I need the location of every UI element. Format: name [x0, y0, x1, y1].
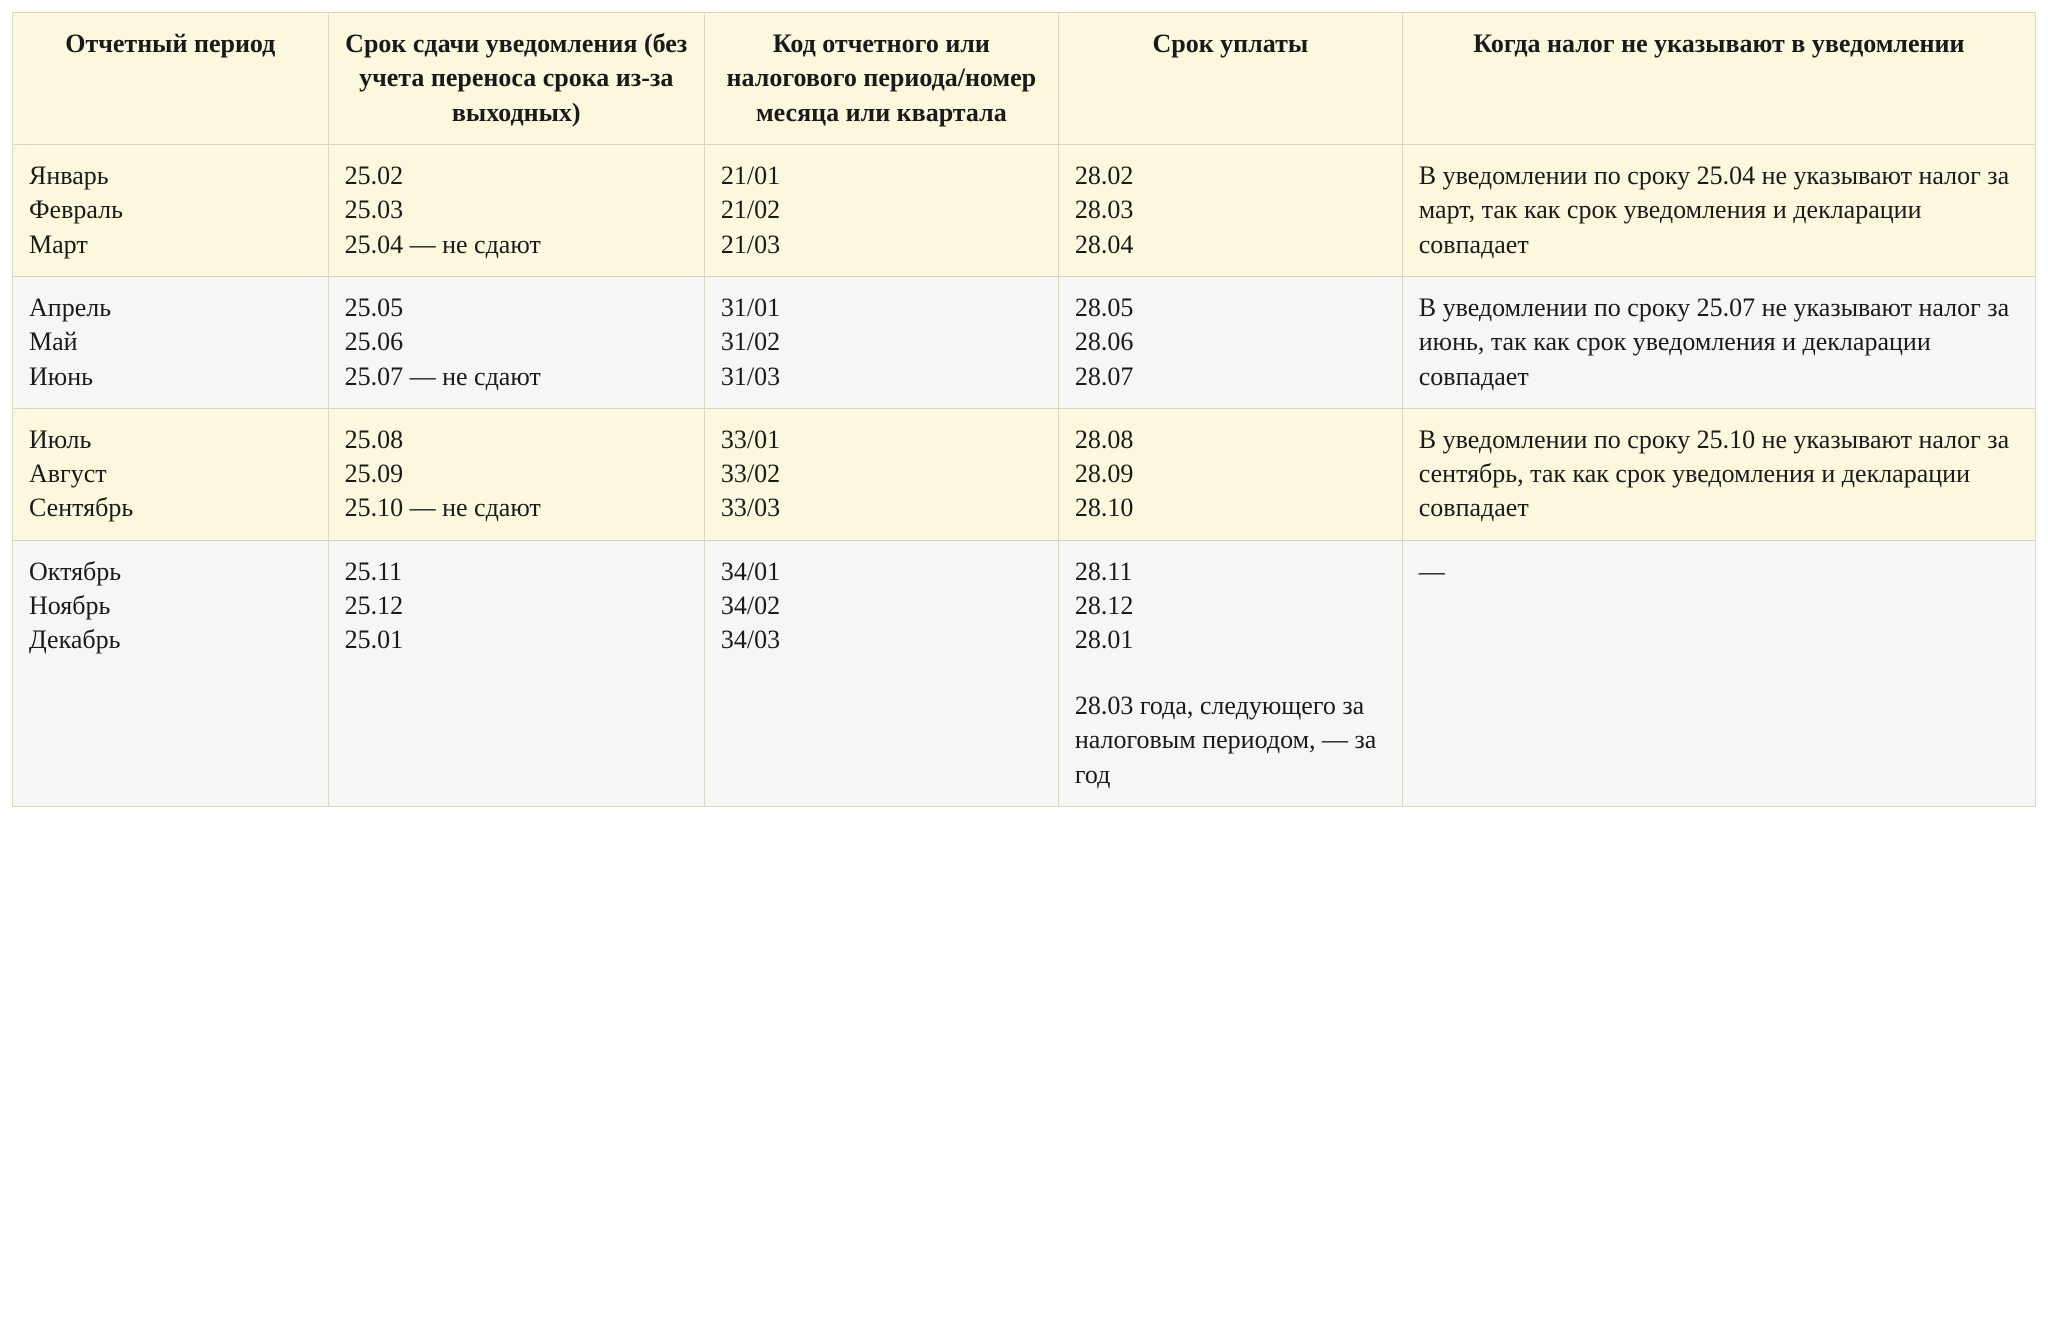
cell-line: Февраль	[29, 193, 312, 227]
cell-line: 25.01	[345, 623, 688, 657]
cell-line: 25.04 — не сдают	[345, 228, 688, 262]
cell-line: Сентябрь	[29, 491, 312, 525]
table-row: ИюльАвгустСентябрь25.0825.0925.10 — не с…	[13, 408, 2036, 540]
cell-deadline: 25.0825.0925.10 — не сдают	[328, 408, 704, 540]
cell-line: Июнь	[29, 360, 312, 394]
cell-period: ОктябрьНоябрьДекабрь	[13, 540, 329, 806]
cell-line: Март	[29, 228, 312, 262]
cell-payment: 28.0228.0328.04	[1058, 144, 1402, 276]
cell-line: 28.03	[1075, 193, 1386, 227]
cell-line: 28.02	[1075, 159, 1386, 193]
cell-code: 21/0121/0221/03	[704, 144, 1058, 276]
cell-line: 33/03	[721, 491, 1042, 525]
cell-line: 25.10 — не сдают	[345, 491, 688, 525]
cell-line: 25.11	[345, 555, 688, 589]
tax-schedule-table: Отчетный период Срок сдачи уведомления (…	[12, 12, 2036, 807]
cell-line: 25.05	[345, 291, 688, 325]
cell-line: 28.10	[1075, 491, 1386, 525]
cell-period: АпрельМайИюнь	[13, 276, 329, 408]
cell-line: 34/01	[721, 555, 1042, 589]
cell-payment: 28.1128.1228.01 28.03 года, следующего за…	[1058, 540, 1402, 806]
cell-line: 21/01	[721, 159, 1042, 193]
col-header-payment: Срок уплаты	[1058, 13, 1402, 145]
cell-line: 33/01	[721, 423, 1042, 457]
cell-payment-extra: 28.03 года, следующего за налоговым пери…	[1075, 689, 1386, 792]
cell-deadline: 25.0525.0625.07 — не сдают	[328, 276, 704, 408]
cell-note: —	[1402, 540, 2035, 806]
cell-line: 34/02	[721, 589, 1042, 623]
cell-line: 28.05	[1075, 291, 1386, 325]
cell-line: 31/02	[721, 325, 1042, 359]
cell-line: Август	[29, 457, 312, 491]
cell-code: 33/0133/0233/03	[704, 408, 1058, 540]
cell-line: Май	[29, 325, 312, 359]
cell-line: 25.03	[345, 193, 688, 227]
cell-line: 28.12	[1075, 589, 1386, 623]
cell-line: 28.11	[1075, 555, 1386, 589]
cell-line: Декабрь	[29, 623, 312, 657]
cell-line: 25.02	[345, 159, 688, 193]
cell-line: 28.07	[1075, 360, 1386, 394]
table-header-row: Отчетный период Срок сдачи уведомления (…	[13, 13, 2036, 145]
cell-line: 28.08	[1075, 423, 1386, 457]
cell-line: 25.09	[345, 457, 688, 491]
cell-payment: 28.0528.0628.07	[1058, 276, 1402, 408]
cell-line: 25.12	[345, 589, 688, 623]
cell-line: 28.06	[1075, 325, 1386, 359]
cell-line: 21/02	[721, 193, 1042, 227]
cell-note: В уведомлении по сроку 25.10 не указываю…	[1402, 408, 2035, 540]
cell-line: 25.07 — не сдают	[345, 360, 688, 394]
cell-line: 28.04	[1075, 228, 1386, 262]
col-header-note: Когда налог не указывают в уведомлении	[1402, 13, 2035, 145]
cell-period: ИюльАвгустСентябрь	[13, 408, 329, 540]
cell-line: Апрель	[29, 291, 312, 325]
table-row: ОктябрьНоябрьДекабрь25.1125.1225.0134/01…	[13, 540, 2036, 806]
cell-line: Ноябрь	[29, 589, 312, 623]
cell-deadline: 25.0225.0325.04 — не сдают	[328, 144, 704, 276]
cell-line: Октябрь	[29, 555, 312, 589]
cell-line: 31/03	[721, 360, 1042, 394]
cell-line: 33/02	[721, 457, 1042, 491]
cell-code: 34/0134/0234/03	[704, 540, 1058, 806]
cell-line: Январь	[29, 159, 312, 193]
cell-line: 28.09	[1075, 457, 1386, 491]
table-row: АпрельМайИюнь25.0525.0625.07 — не сдают3…	[13, 276, 2036, 408]
cell-line: Июль	[29, 423, 312, 457]
cell-line: 25.06	[345, 325, 688, 359]
table-body: ЯнварьФевральМарт25.0225.0325.04 — не сд…	[13, 144, 2036, 806]
cell-payment: 28.0828.0928.10	[1058, 408, 1402, 540]
cell-deadline: 25.1125.1225.01	[328, 540, 704, 806]
cell-line: 31/01	[721, 291, 1042, 325]
cell-note: В уведомлении по сроку 25.04 не указываю…	[1402, 144, 2035, 276]
cell-line: 21/03	[721, 228, 1042, 262]
cell-note: В уведомлении по сроку 25.07 не указываю…	[1402, 276, 2035, 408]
cell-period: ЯнварьФевральМарт	[13, 144, 329, 276]
cell-code: 31/0131/0231/03	[704, 276, 1058, 408]
cell-line: 28.01	[1075, 623, 1386, 657]
cell-line: 34/03	[721, 623, 1042, 657]
col-header-code: Код отчетного или налогового периода/ном…	[704, 13, 1058, 145]
col-header-period: Отчетный период	[13, 13, 329, 145]
table-row: ЯнварьФевральМарт25.0225.0325.04 — не сд…	[13, 144, 2036, 276]
col-header-deadline: Срок сдачи уведомления (без учета перено…	[328, 13, 704, 145]
cell-line: 25.08	[345, 423, 688, 457]
